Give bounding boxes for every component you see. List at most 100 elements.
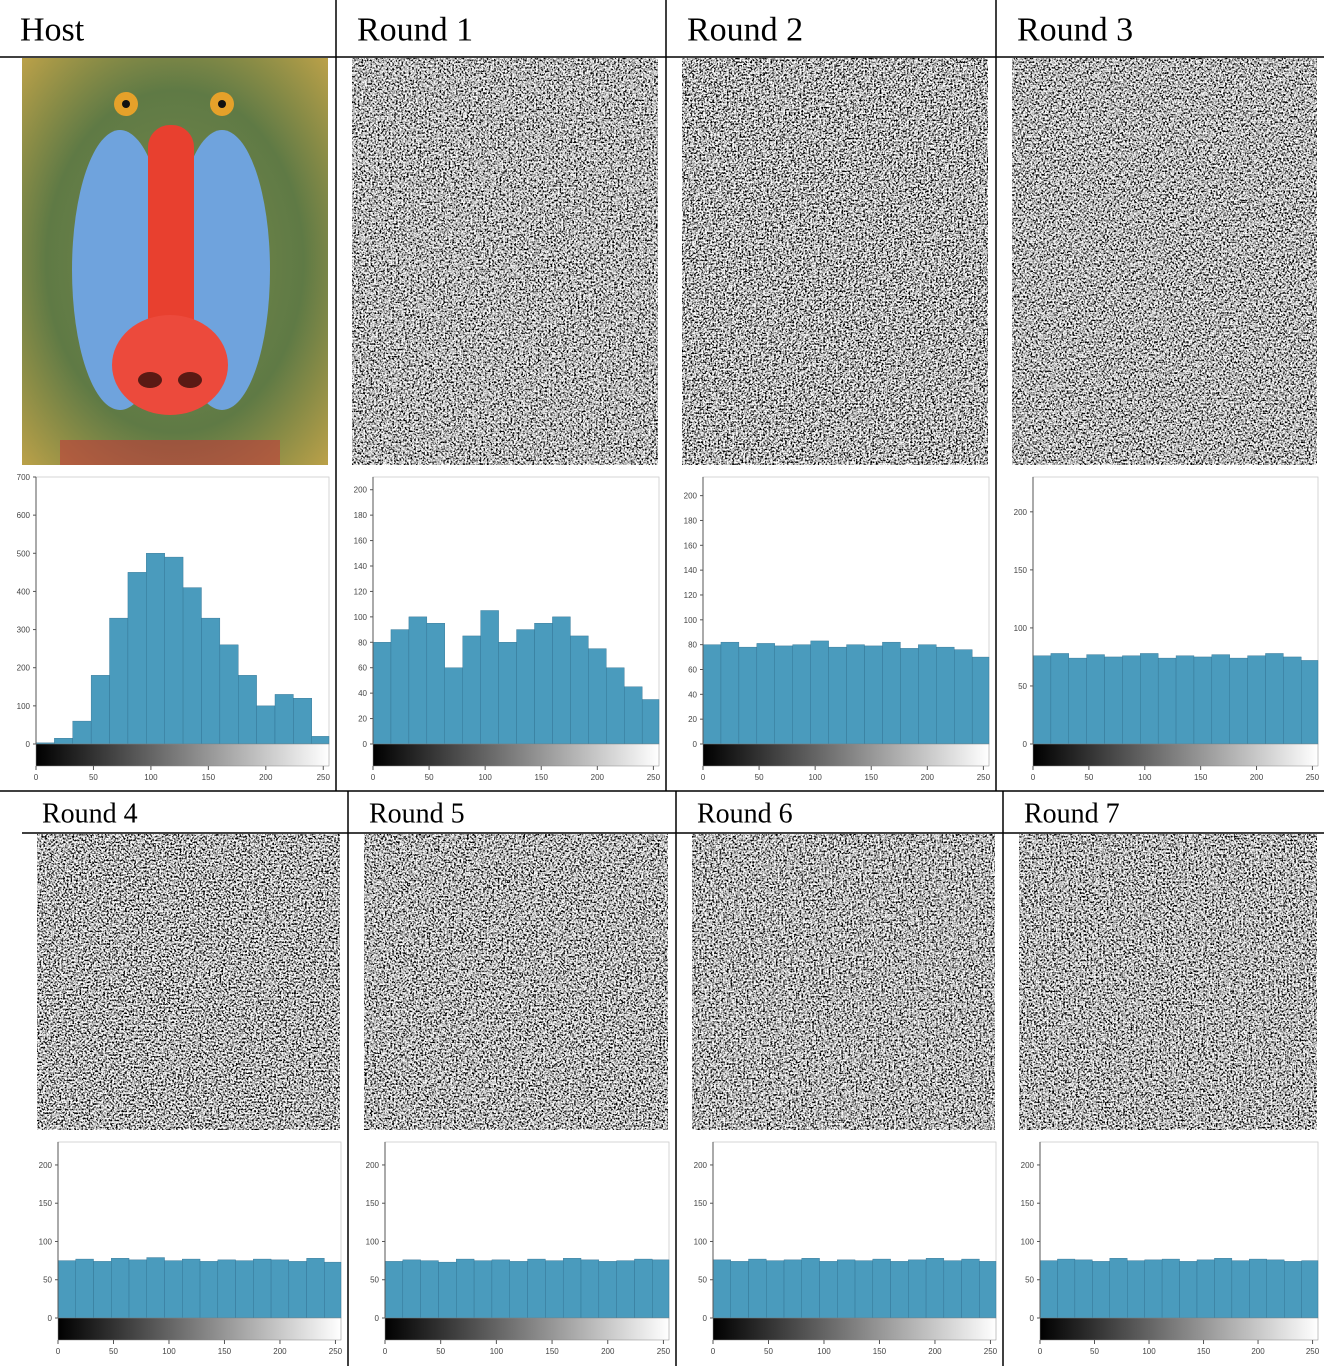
histogram-bar [730,1261,749,1319]
histogram-bar [164,1260,183,1319]
colorbar [57,1317,342,1341]
y-tick-label: 100 [17,702,31,711]
x-tick-label: 100 [1138,773,1152,782]
histogram-bar [324,1261,342,1319]
histogram-bar [90,675,110,745]
y-tick-label: 50 [370,1276,379,1285]
histogram-bar [311,736,330,745]
cipher-image [692,834,995,1130]
y-tick-label: 200 [17,664,31,673]
panel-title: Host [20,11,85,48]
y-tick-label: 0 [48,1314,53,1323]
panel-title: Round 3 [1017,11,1133,48]
x-tick-label: 0 [1031,773,1036,782]
y-tick-label: 0 [693,740,698,749]
x-tick-label: 150 [202,773,216,782]
histogram-bar [1249,1258,1267,1319]
histogram-bar [306,1258,325,1319]
histogram-bar [274,694,294,745]
histogram-bar [1175,655,1195,745]
colorbar [1032,743,1319,767]
cipher-image [682,58,988,465]
y-tick-label: 20 [688,715,697,724]
y-tick-label: 150 [1021,1199,1035,1208]
histogram-bar [846,644,865,745]
y-tick-label: 80 [688,641,697,650]
colorbar [384,1317,670,1341]
histogram-bar [634,1258,653,1319]
histogram-bar [810,640,829,745]
histogram-bar [408,616,428,745]
histogram-bar [756,643,775,745]
histogram-bar [1247,655,1266,745]
y-tick-label: 150 [1014,566,1028,575]
x-tick-label: 0 [383,1347,388,1356]
x-tick-label: 200 [921,773,935,782]
histogram-bar [570,635,589,745]
y-tick-label: 80 [358,638,367,647]
histogram-bar [1229,657,1248,745]
histogram-bar [616,1260,635,1319]
histogram-bar [720,641,740,745]
histogram-bar [182,587,202,745]
histogram-bar [516,629,535,745]
x-tick-label: 100 [144,773,158,782]
x-tick-label: 150 [218,1347,232,1356]
histogram-bar [1284,1261,1302,1319]
x-tick-label: 250 [657,1347,671,1356]
y-tick-label: 160 [684,541,698,550]
y-tick-label: 50 [698,1276,707,1285]
histogram-bar [462,635,481,745]
histogram-bar [1179,1261,1198,1319]
histogram-bar [534,623,553,745]
histogram-bar [943,1260,962,1319]
histogram-bar [1057,1258,1076,1319]
histogram-bar [201,617,221,745]
panel-title: Round 6 [697,798,793,829]
histogram-bar [444,667,463,745]
histogram-bar [1086,654,1105,745]
y-tick-label: 500 [17,549,31,558]
histogram-bar [1301,1260,1319,1319]
histogram-bar [1092,1261,1110,1319]
histogram-bar [1211,654,1230,745]
x-tick-label: 100 [478,773,492,782]
histogram-bar [217,1259,236,1319]
cipher-image [352,58,658,465]
histogram-bar [1193,656,1213,745]
x-tick-label: 150 [865,773,879,782]
histogram-bar [1231,1260,1250,1319]
colorbar [1039,1317,1319,1341]
cipher-image [37,834,340,1130]
x-tick-label: 50 [764,1347,773,1356]
histogram-bar [961,1258,980,1319]
x-tick-label: 50 [755,773,764,782]
y-tick-label: 160 [354,537,368,546]
panel-title: Round 5 [369,798,465,829]
y-tick-label: 60 [358,664,367,673]
y-tick-label: 40 [358,689,367,698]
y-tick-label: 0 [703,1314,708,1323]
y-tick-label: 100 [1021,1237,1035,1246]
x-tick-label: 250 [984,1347,998,1356]
histogram-bar [93,1261,112,1319]
histogram-bar [146,1257,165,1319]
x-tick-label: 200 [1250,773,1264,782]
histogram-bar [828,646,847,745]
histogram-bar [971,656,990,745]
histogram-bar [420,1260,439,1319]
panel-title: Round 4 [42,798,138,829]
histogram-bar [1157,657,1177,745]
y-tick-label: 150 [694,1199,708,1208]
histogram-bar [882,641,901,745]
y-tick-label: 200 [39,1161,53,1170]
histogram-bar [199,1261,219,1319]
x-tick-label: 200 [928,1347,942,1356]
histogram-bar [641,699,660,745]
histogram-bar [1122,655,1141,745]
x-tick-label: 250 [329,1347,343,1356]
y-tick-label: 0 [1030,1314,1035,1323]
histogram-bar [748,1258,767,1319]
histogram-bar [491,1259,510,1319]
